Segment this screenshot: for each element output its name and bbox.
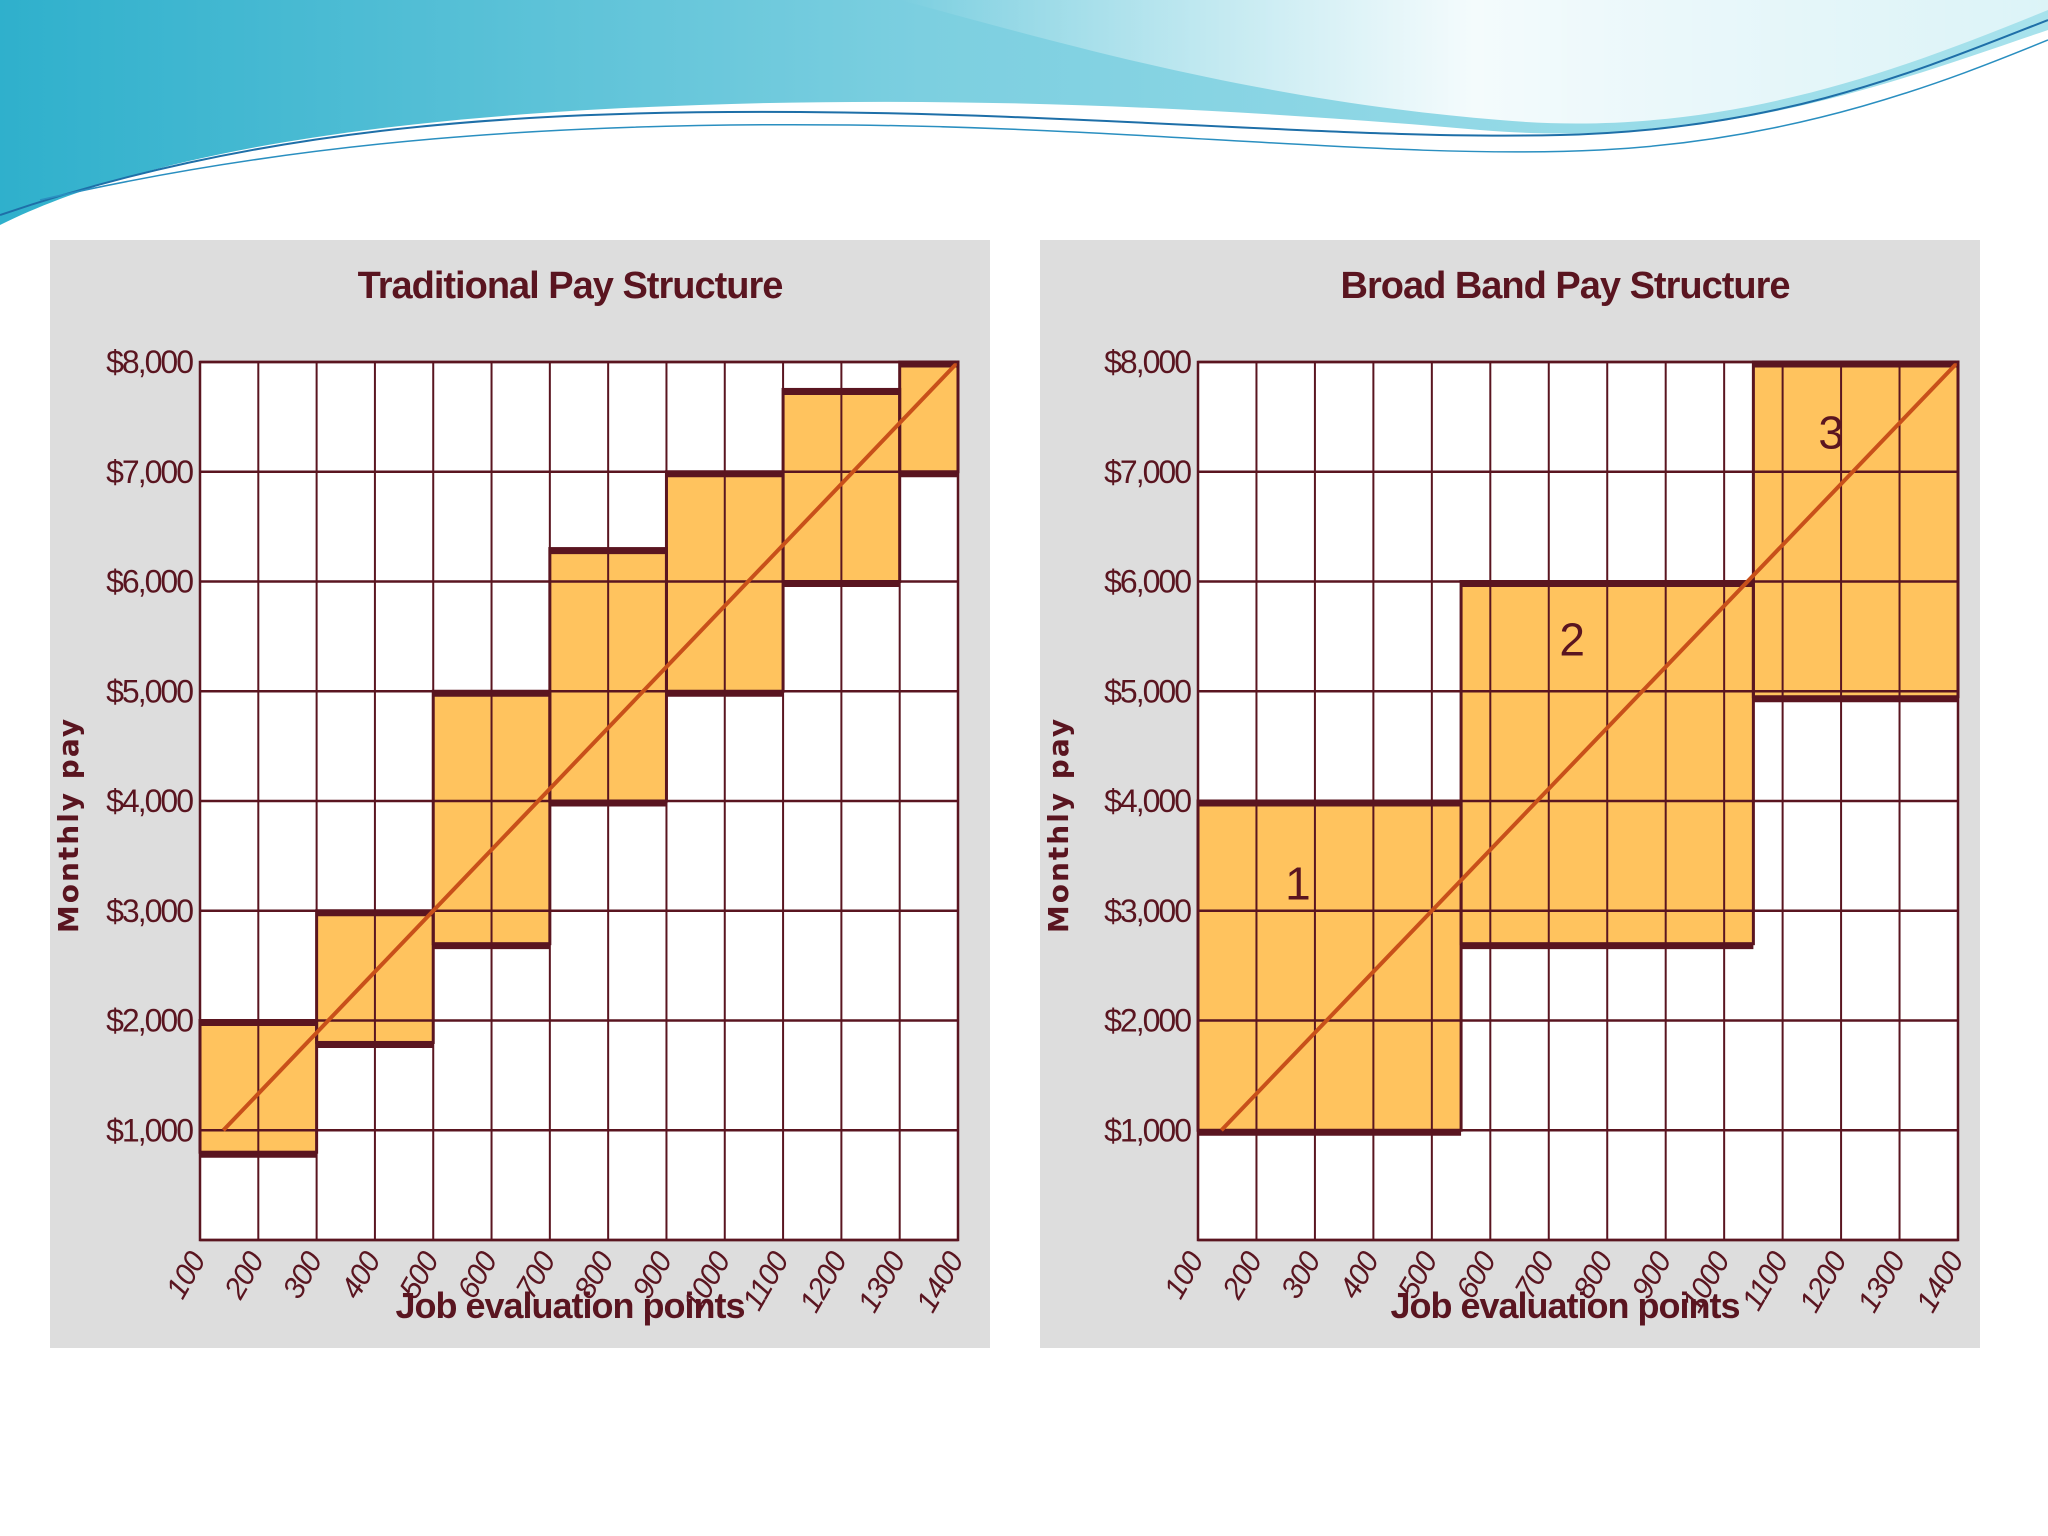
x-tick-label: 1100 — [1736, 1246, 1795, 1316]
y-tick-label: $4,000 — [1104, 783, 1191, 819]
pay-grade-band-3 — [1753, 362, 1958, 697]
header-wave-highlight — [900, 0, 2048, 124]
pay-grade-band-label: 1 — [1285, 857, 1311, 909]
broad-band-pay-structure-chart: Broad Band Pay Structure Monthly pay Job… — [1040, 240, 1980, 1348]
y-tick-label: $5,000 — [106, 673, 193, 709]
pay-grade-band-border-3 — [431, 689, 552, 946]
x-tick-label: 400 — [335, 1246, 388, 1304]
x-tick-label: 1400 — [1910, 1246, 1971, 1318]
pay-grade-band-border-2 — [1459, 580, 1755, 946]
chart-title: Traditional Pay Structure — [358, 265, 783, 307]
x-tick-label: 1300 — [852, 1246, 913, 1318]
pay-policy-line — [221, 360, 960, 1132]
header-wave-line-1 — [0, 19, 2048, 216]
header-wave-line-2 — [39, 39, 2048, 201]
traditional-pay-structure-chart: Traditional Pay Structure Monthly pay Jo… — [50, 240, 990, 1348]
x-tick-label: 1100 — [736, 1246, 795, 1316]
plot-area: $1,000 $2,000 $3,000 $4,000 $5,000 $6,000 $7,0… — [106, 344, 971, 1318]
y-axis-label: Monthly pay — [52, 717, 85, 933]
y-tick-label: $4,000 — [106, 783, 193, 819]
x-axis-label: Job evaluation points — [395, 1285, 744, 1326]
pay-policy-line — [1219, 360, 1960, 1132]
pay-grade-band-1 — [1198, 801, 1462, 1131]
chart-svg-traditional: Traditional Pay Structure Monthly pay Jo… — [52, 265, 971, 1326]
y-tick-label: $5,000 — [1104, 673, 1191, 709]
pay-grade-band-label: 2 — [1559, 613, 1585, 665]
pay-grade-band-label: 3 — [1818, 406, 1844, 458]
y-tick-label: $8,000 — [106, 344, 193, 380]
y-tick-label: $7,000 — [106, 454, 193, 490]
y-tick-label: $6,000 — [106, 564, 193, 600]
x-tick-label: 300 — [277, 1246, 330, 1304]
x-axis-label: Job evaluation points — [1390, 1285, 1739, 1326]
chart-title: Broad Band Pay Structure — [1341, 265, 1790, 307]
y-tick-label: $6,000 — [1104, 564, 1191, 600]
x-tick-label: 1400 — [910, 1246, 971, 1318]
y-tick-label: $3,000 — [1104, 893, 1191, 929]
pay-grade-band-border-6 — [781, 387, 902, 583]
pay-grade-band-7 — [899, 362, 958, 472]
y-tick-label: $3,000 — [106, 893, 193, 929]
y-tick-label: $2,000 — [106, 1003, 193, 1039]
x-tick-label: 1300 — [1852, 1246, 1913, 1318]
chart-svg-broadband: Broad Band Pay Structure Monthly pay Job… — [1042, 265, 1971, 1326]
x-tick-label: 300 — [1275, 1246, 1328, 1304]
x-tick-label: 1200 — [1793, 1246, 1854, 1318]
y-tick-label: $1,000 — [1104, 1112, 1191, 1148]
y-tick-label: $1,000 — [106, 1112, 193, 1148]
y-axis-label: Monthly pay — [1042, 717, 1075, 933]
x-tick-label: 100 — [160, 1246, 213, 1304]
x-tick-label: 200 — [218, 1246, 271, 1305]
x-tick-label: 200 — [1216, 1246, 1269, 1305]
pay-grade-band-border-2 — [315, 909, 435, 1044]
plot-frame — [198, 360, 960, 1242]
y-tick-label: $7,000 — [1104, 454, 1191, 490]
plot-area: 1 2 3 $1,000 $2,000 $3,000 $4,000 $5,000 $6,000 $… — [1104, 344, 1971, 1318]
x-tick-label: 400 — [1333, 1246, 1386, 1304]
slide-header-waves — [0, 0, 2048, 225]
x-tick-label: 100 — [1158, 1246, 1211, 1304]
y-tick-label: $8,000 — [1104, 344, 1191, 380]
plot-frame — [1196, 360, 1960, 1242]
x-tick-label: 1200 — [793, 1246, 854, 1318]
y-tick-label: $2,000 — [1104, 1003, 1191, 1039]
